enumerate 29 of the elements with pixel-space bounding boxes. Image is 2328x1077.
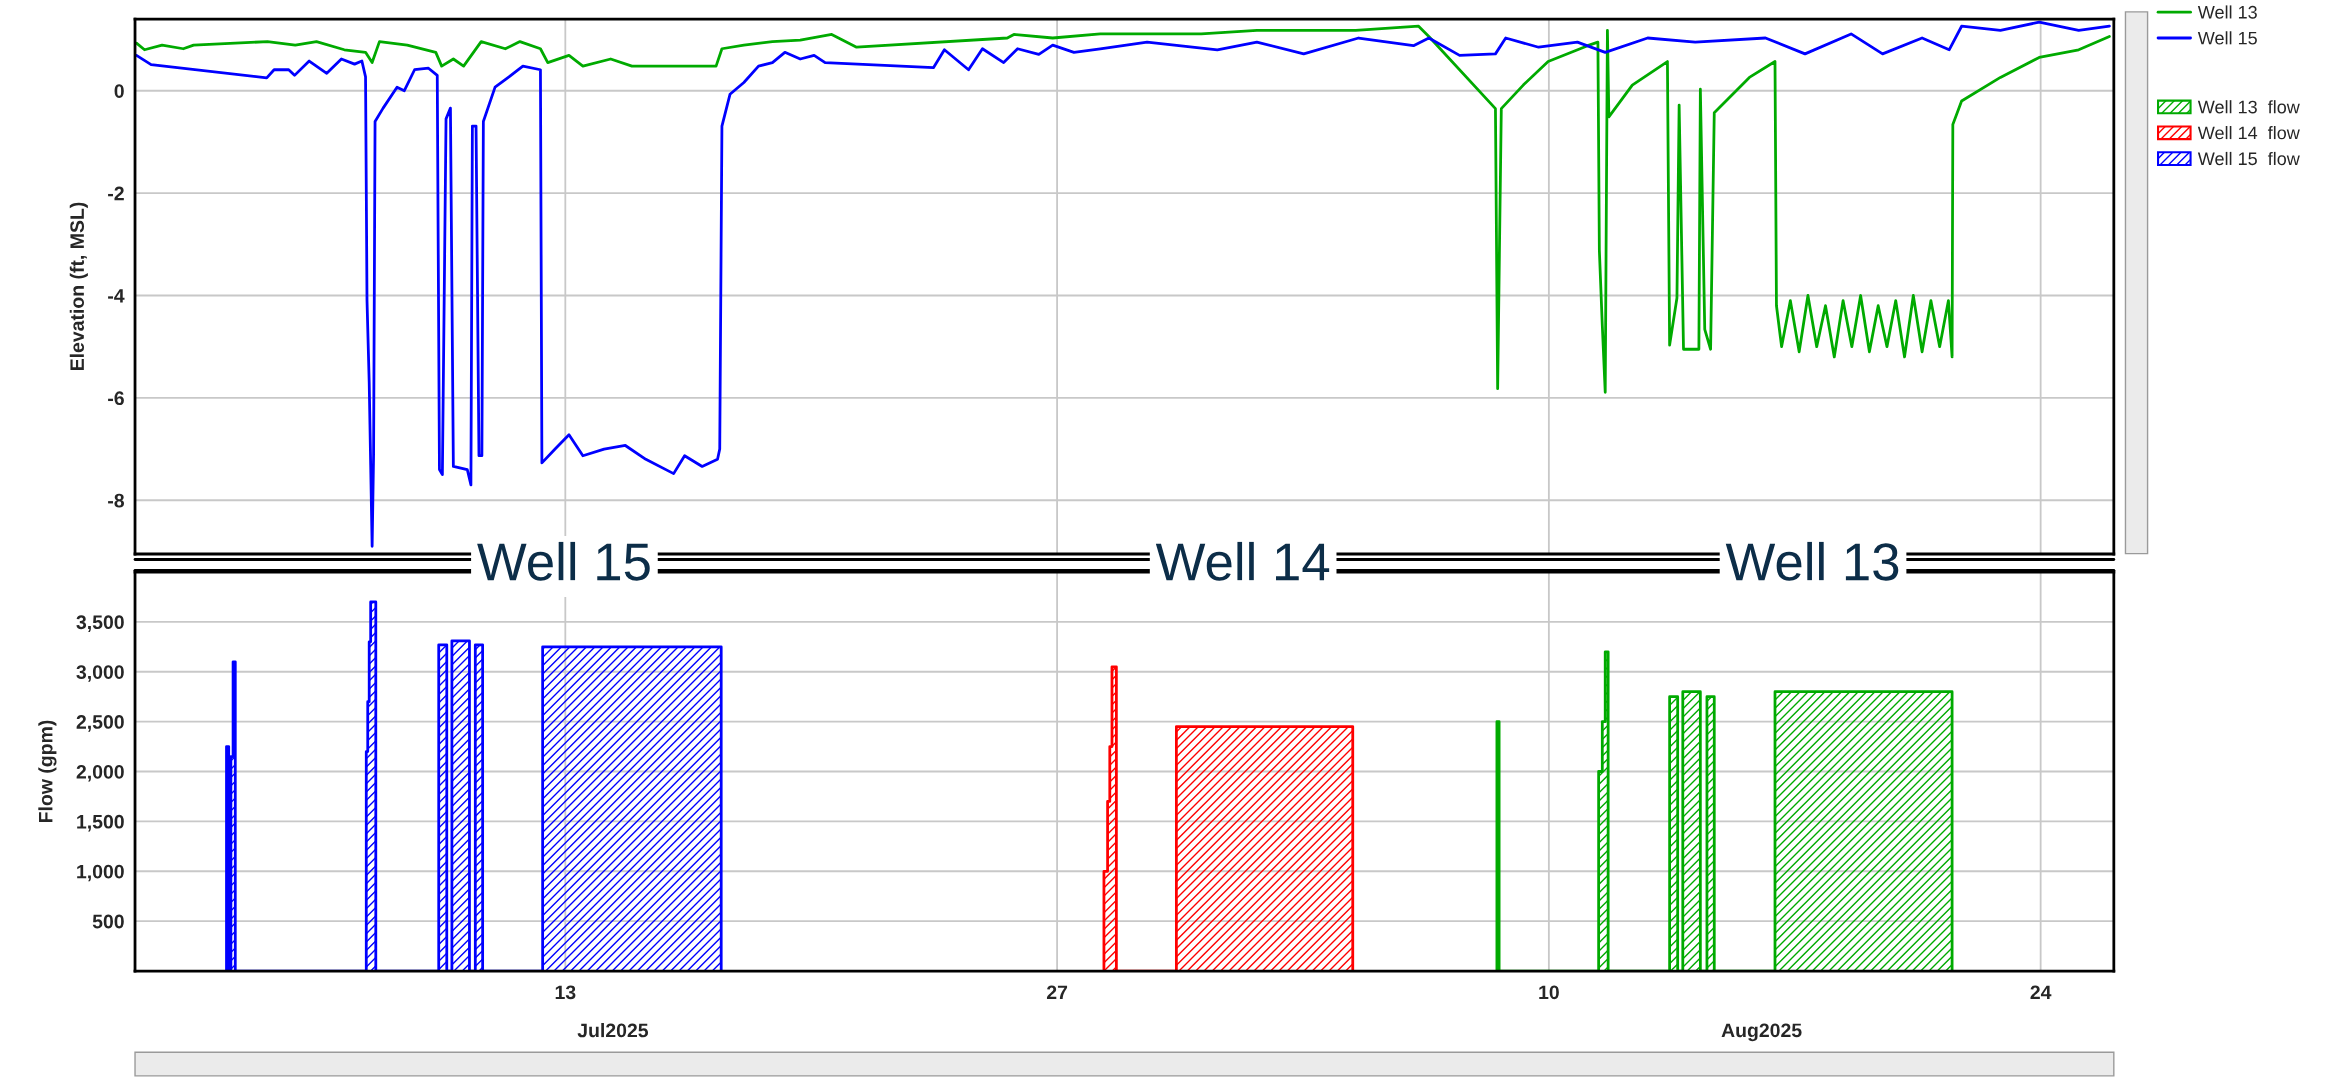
line-series bbox=[135, 24, 2111, 394]
legend-label: Well 15 bbox=[2197, 31, 2257, 45]
y-tick-label: -8 bbox=[108, 493, 125, 508]
y-tick-label: -2 bbox=[108, 186, 124, 201]
y-tick-label: 0 bbox=[114, 84, 124, 98]
y-tick-label: -6 bbox=[108, 391, 124, 406]
y-tick-label: 2,500 bbox=[76, 715, 124, 732]
legend-label: Well 14 flow bbox=[2197, 126, 2300, 140]
legend-label: Well 13 flow bbox=[2197, 100, 2300, 114]
legend-label: Well 15 flow bbox=[2197, 151, 2300, 166]
y-axis-title: Elevation (ft, MSL) bbox=[69, 202, 88, 371]
y-tick-label: -4 bbox=[108, 289, 125, 303]
y-tick-label: 3,500 bbox=[76, 615, 124, 632]
legend-label: Well 13 bbox=[2197, 5, 2257, 19]
y-tick-label: 3,000 bbox=[76, 665, 124, 682]
annotation: Well 14 bbox=[1155, 541, 1330, 581]
text: Aug2025 bbox=[1721, 1023, 1802, 1042]
x-tick-label: 24 bbox=[2030, 985, 2052, 999]
x-tick-label: 27 bbox=[1046, 985, 1068, 999]
y-tick-label: 1,500 bbox=[77, 814, 124, 832]
annotation: Well 15 bbox=[477, 541, 650, 581]
y-tick-label: 1,000 bbox=[77, 864, 124, 882]
y-tick-label: 500 bbox=[92, 914, 124, 929]
y-tick-label: 2,000 bbox=[76, 764, 124, 782]
y-axis-title: Flow (gpm) bbox=[38, 720, 57, 823]
text: Jul2025 bbox=[577, 1023, 649, 1038]
annotation: Well 13 bbox=[1725, 541, 1899, 581]
x-tick-label: 10 bbox=[1539, 985, 1559, 1000]
x-tick-label: 13 bbox=[555, 985, 576, 1000]
